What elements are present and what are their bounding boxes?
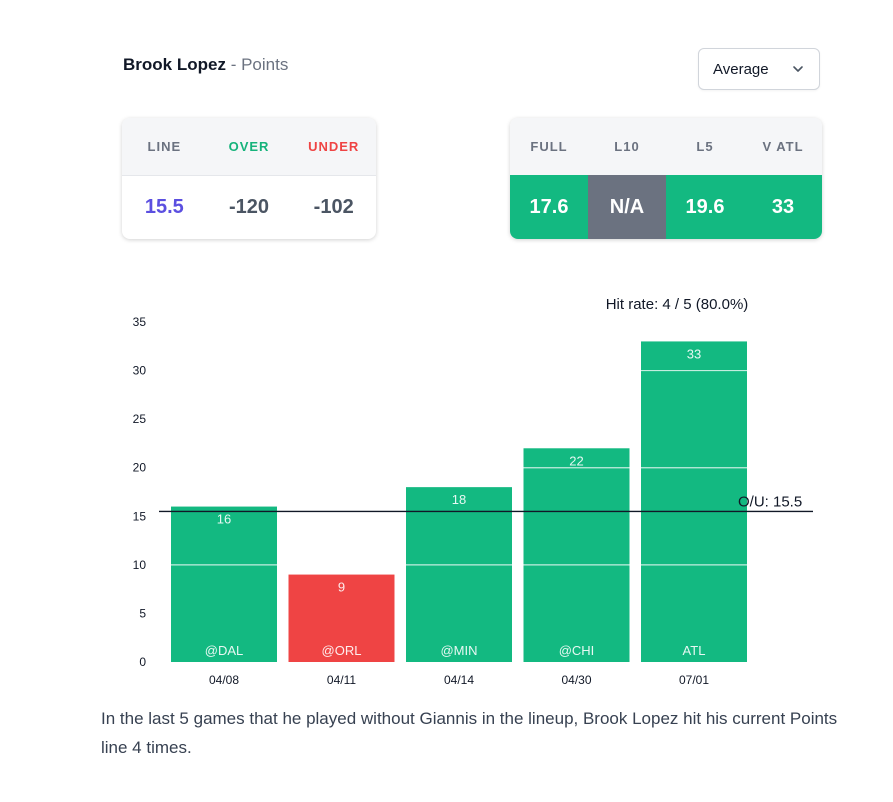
- ou-line-group: O/U: 15.5: [159, 493, 813, 513]
- y-tick-label: 0: [139, 655, 146, 669]
- split-value-l10: N/A: [588, 175, 666, 239]
- bar-opponent-label: @MIN: [440, 643, 477, 658]
- y-tick-label: 35: [133, 315, 147, 329]
- ou-label: O/U: 15.5: [738, 493, 802, 510]
- odds-card: LINE OVER UNDER 15.5 -120 -102: [122, 118, 376, 239]
- y-tick-label: 15: [133, 509, 147, 523]
- y-tick-label: 5: [139, 606, 146, 620]
- x-tick-label: 07/01: [679, 673, 709, 687]
- over-odds[interactable]: -120: [228, 196, 270, 218]
- y-axis: 0 5 10 15 20 25 30 35: [133, 315, 147, 669]
- player-name: Brook Lopez: [123, 55, 226, 74]
- bar-opponent-label: @ORL: [322, 643, 362, 658]
- dropdown-value: Average: [713, 60, 769, 78]
- game-log-bar-chart: Hit rate: 4 / 5 (80.0%) 0 5 10 15 20 25 30 35 1…: [133, 296, 813, 687]
- bar[interactable]: [523, 448, 630, 662]
- splits-card: FULL L10 L5 V ATL 17.6 N/A 19.6 33: [510, 118, 822, 239]
- bar-opponent-label: ATL: [683, 643, 706, 658]
- y-tick-label: 30: [133, 364, 147, 378]
- bar[interactable]: [288, 574, 395, 662]
- split-header-l10: L10: [614, 139, 640, 154]
- bar-value-label: 33: [687, 346, 701, 361]
- bar[interactable]: [171, 506, 277, 662]
- bars: 16 @DAL 9 @ORL 18 @MIN 22 @CHI 33 ATL: [171, 341, 747, 662]
- chevron-down-icon: [793, 66, 803, 72]
- chart-heading: Brook Lopez - Points: [123, 55, 288, 75]
- bar-value-label: 18: [452, 492, 466, 507]
- bar[interactable]: [406, 487, 512, 662]
- line-value: 15.5: [144, 196, 184, 218]
- under-odds[interactable]: -102: [313, 196, 354, 218]
- bar-value-label: 9: [338, 580, 345, 595]
- bar-value-label: 22: [569, 453, 583, 468]
- x-tick-label: 04/30: [561, 673, 591, 687]
- split-header-full: FULL: [530, 139, 568, 154]
- x-tick-label: 04/14: [444, 673, 474, 687]
- bar-opponent-label: @DAL: [205, 643, 244, 658]
- y-tick-label: 25: [133, 412, 147, 426]
- odds-header-under: UNDER: [308, 139, 360, 154]
- split-value-full: 17.6: [510, 175, 588, 239]
- title-separator: -: [230, 55, 237, 74]
- hit-rate-label: Hit rate: 4 / 5 (80.0%): [606, 296, 749, 313]
- split-value-vs-atl: 33: [744, 175, 822, 239]
- split-value-l5: 19.6: [666, 175, 744, 239]
- x-axis: 04/08 04/11 04/14 04/30 07/01: [209, 673, 709, 687]
- summary-caption: In the last 5 games that he played witho…: [101, 709, 838, 757]
- bar-value-label: 16: [217, 512, 231, 527]
- x-tick-label: 04/08: [209, 673, 239, 687]
- split-header-l5: L5: [696, 139, 714, 154]
- x-tick-label: 04/11: [327, 673, 356, 687]
- bar-opponent-label: @CHI: [559, 643, 595, 658]
- y-tick-label: 20: [133, 461, 147, 475]
- aggregation-dropdown[interactable]: Average: [698, 48, 820, 90]
- split-header-vs-atl: V ATL: [762, 139, 804, 154]
- y-tick-label: 10: [133, 558, 147, 572]
- odds-header-line: LINE: [147, 139, 182, 154]
- odds-header-over: OVER: [228, 139, 270, 154]
- stat-name: Points: [241, 55, 289, 74]
- bar[interactable]: [641, 341, 747, 662]
